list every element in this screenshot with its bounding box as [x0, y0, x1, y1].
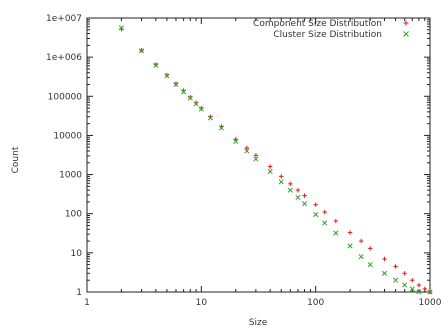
- data-point: [253, 153, 259, 158]
- data-point: [422, 286, 427, 292]
- data-point: [244, 145, 250, 151]
- data-point: [173, 81, 179, 88]
- data-point: [233, 138, 239, 145]
- y-tick-label: 1e+007: [46, 14, 82, 24]
- data-point: [381, 270, 388, 276]
- data-point: [118, 25, 124, 31]
- plot-area: [86, 17, 431, 293]
- data-point: [267, 168, 273, 175]
- data-point: [333, 218, 338, 224]
- x-tick-label: 100: [307, 298, 324, 308]
- data-point: [313, 212, 319, 218]
- y-tick-label: 100000: [48, 92, 83, 102]
- data-point: [138, 48, 145, 54]
- data-point: [267, 164, 273, 169]
- data-point: [322, 209, 327, 215]
- data-point: [368, 246, 373, 251]
- data-point: [402, 271, 407, 276]
- x-axis-title: Size: [249, 318, 268, 328]
- data-point: [402, 282, 408, 288]
- legend-marker: [403, 31, 409, 37]
- data-point: [287, 187, 293, 193]
- data-point: [333, 230, 339, 236]
- data-point: [193, 101, 199, 107]
- data-point: [409, 286, 415, 292]
- y-tick-label: 10000: [53, 131, 82, 141]
- y-tick-label: 10: [71, 249, 83, 259]
- data-point: [279, 174, 284, 179]
- x-tick-label: 10: [196, 298, 208, 308]
- data-point: [313, 202, 318, 207]
- data-point: [416, 289, 422, 295]
- data-point: [153, 62, 159, 68]
- data-point: [302, 201, 308, 207]
- data-point: [198, 106, 204, 112]
- data-point: [410, 278, 415, 283]
- data-point: [253, 156, 259, 162]
- data-point: [218, 125, 225, 131]
- x-tick-label: 1000: [419, 298, 441, 308]
- data-point: [367, 262, 373, 268]
- y-axis-title: Count: [11, 146, 21, 173]
- legend-label: Component Size Distribution: [253, 19, 382, 29]
- y-tick-label: 1000: [59, 171, 82, 181]
- data-point: [393, 264, 398, 269]
- y-tick-label: 1e+006: [46, 53, 82, 63]
- data-point: [278, 179, 284, 185]
- data-point: [358, 254, 364, 260]
- data-point: [164, 73, 170, 79]
- data-point: [322, 220, 328, 226]
- data-point: [233, 137, 238, 142]
- data-point: [382, 256, 387, 262]
- data-point: [181, 89, 187, 95]
- data-point: [207, 115, 213, 121]
- legend-marker: [403, 20, 409, 26]
- data-point: [347, 230, 353, 235]
- y-tick-label: 1: [76, 288, 82, 298]
- data-point: [347, 243, 353, 249]
- data-point: [427, 289, 433, 295]
- data-point: [393, 277, 399, 283]
- data-point: [187, 95, 193, 101]
- data-point: [244, 148, 250, 154]
- data-point: [295, 194, 301, 201]
- legend-label: Cluster Size Distribution: [273, 30, 382, 40]
- data-point: [288, 181, 293, 187]
- data-point: [416, 282, 422, 288]
- data-point: [295, 187, 301, 193]
- series-cluster: [118, 25, 433, 295]
- data-point: [358, 238, 364, 244]
- x-tick-label: 1: [84, 298, 90, 308]
- y-tick-label: 100: [65, 210, 82, 220]
- data-point: [302, 193, 307, 198]
